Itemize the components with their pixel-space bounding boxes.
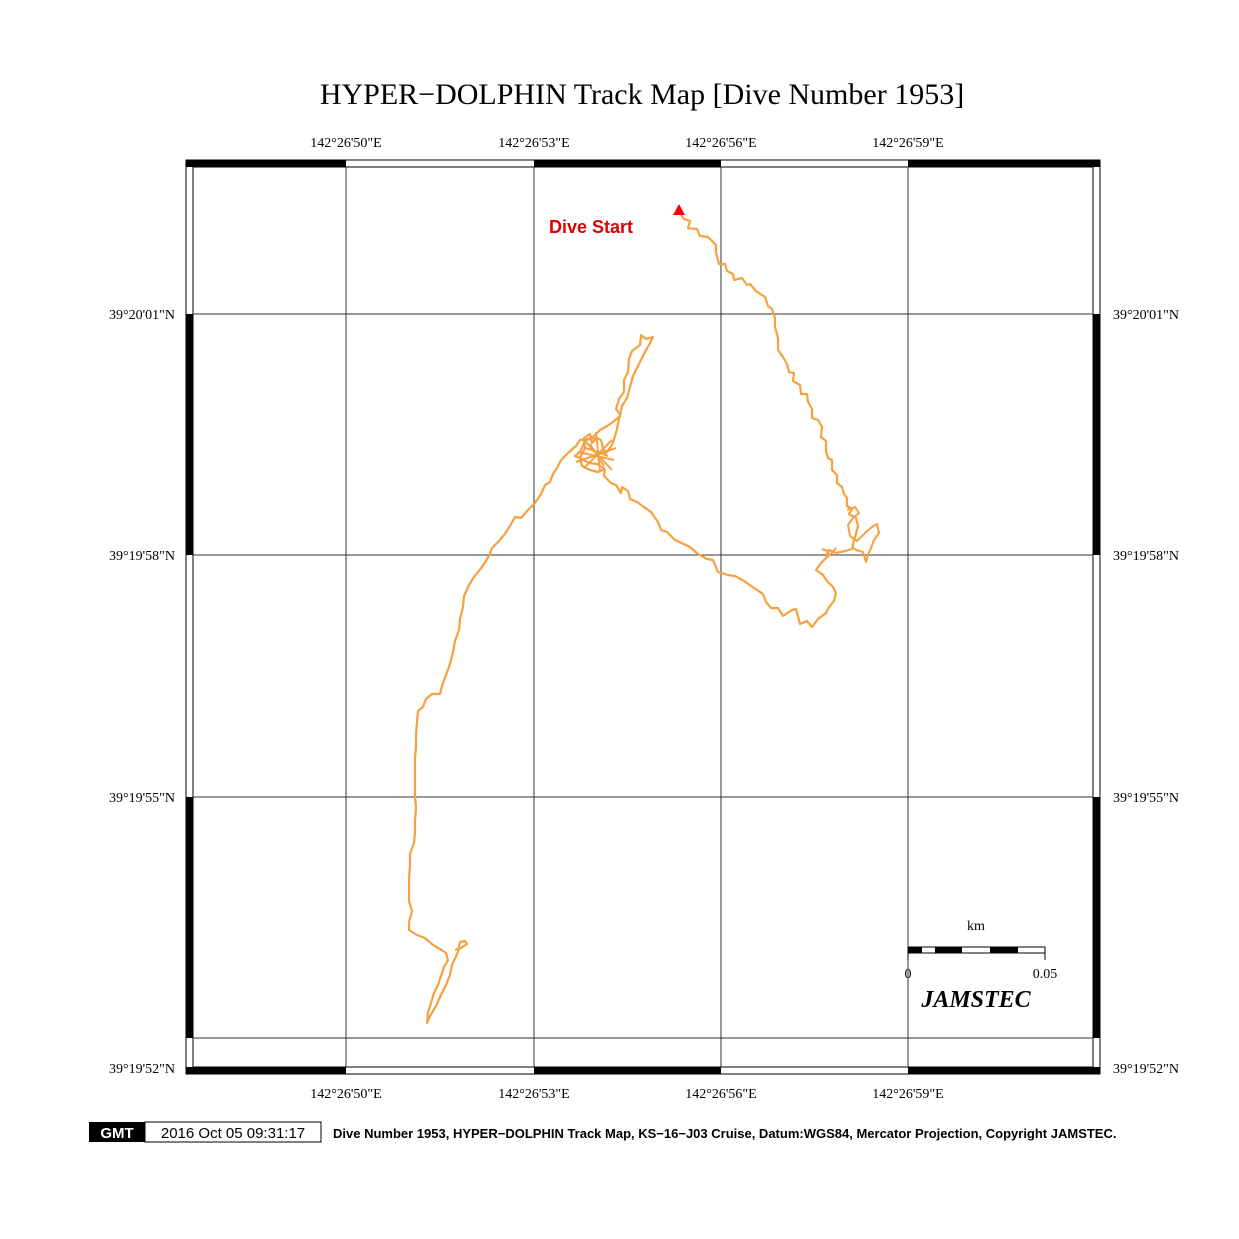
- scale-bar: km 0 0.05: [905, 919, 1058, 982]
- dive-track: [846, 506, 880, 563]
- lat-label-right: 39°19'55"N: [1113, 791, 1179, 806]
- lat-label-right: 39°20'01"N: [1113, 308, 1179, 323]
- graticule: [193, 167, 1093, 1067]
- dive-track: [573, 333, 655, 474]
- timestamp: 2016 Oct 05 09:31:17: [161, 1125, 305, 1142]
- track-cluster: [575, 431, 617, 473]
- footer-caption: Dive Number 1953, HYPER−DOLPHIN Track Ma…: [333, 1126, 1116, 1141]
- right-frame-ticks: [1093, 314, 1100, 1038]
- dive-track: [407, 436, 598, 1025]
- map-area: [192, 166, 1094, 1068]
- lat-label-left: 39°19'55"N: [109, 791, 175, 806]
- lat-label-right: 39°19'52"N: [1113, 1062, 1179, 1077]
- lat-label-left: 39°19'58"N: [109, 549, 175, 564]
- jamstec-logo: JAMSTEC: [920, 987, 1031, 1013]
- gmt-logo-text: GMT: [100, 1125, 133, 1142]
- timestamp-box: [144, 1121, 322, 1143]
- dive-track: [821, 547, 837, 559]
- lon-label-bottom: 142°26'50"E: [310, 1087, 381, 1102]
- lon-label-top: 142°26'59"E: [872, 136, 943, 151]
- lon-label-bottom: 142°26'53"E: [498, 1087, 569, 1102]
- lat-label-left: 39°19'52"N: [109, 1062, 175, 1077]
- left-frame-ticks: [186, 314, 193, 1038]
- dive-start-label: Dive Start: [549, 217, 633, 237]
- lat-label-right: 39°19'58"N: [1113, 549, 1179, 564]
- dive-start-marker: [673, 204, 685, 215]
- lon-label-top: 142°26'50"E: [310, 136, 381, 151]
- scale-end-label: 0.05: [1033, 967, 1058, 982]
- map-title: HYPER−DOLPHIN Track Map [Dive Number 195…: [320, 78, 964, 111]
- bottom-frame-ticks: [186, 1067, 1100, 1074]
- lat-label-left: 39°20'01"N: [109, 308, 175, 323]
- scale-unit: km: [967, 919, 985, 934]
- dive-track: [602, 211, 860, 629]
- scale-start-label: 0: [905, 967, 912, 982]
- lon-label-top: 142°26'53"E: [498, 136, 569, 151]
- lon-label-bottom: 142°26'59"E: [872, 1087, 943, 1102]
- outer-frame: [185, 159, 1101, 1075]
- top-frame-ticks: [186, 160, 1100, 167]
- lon-label-top: 142°26'56"E: [685, 136, 756, 151]
- lon-label-bottom: 142°26'56"E: [685, 1087, 756, 1102]
- gmt-logo: GMT: [89, 1122, 145, 1142]
